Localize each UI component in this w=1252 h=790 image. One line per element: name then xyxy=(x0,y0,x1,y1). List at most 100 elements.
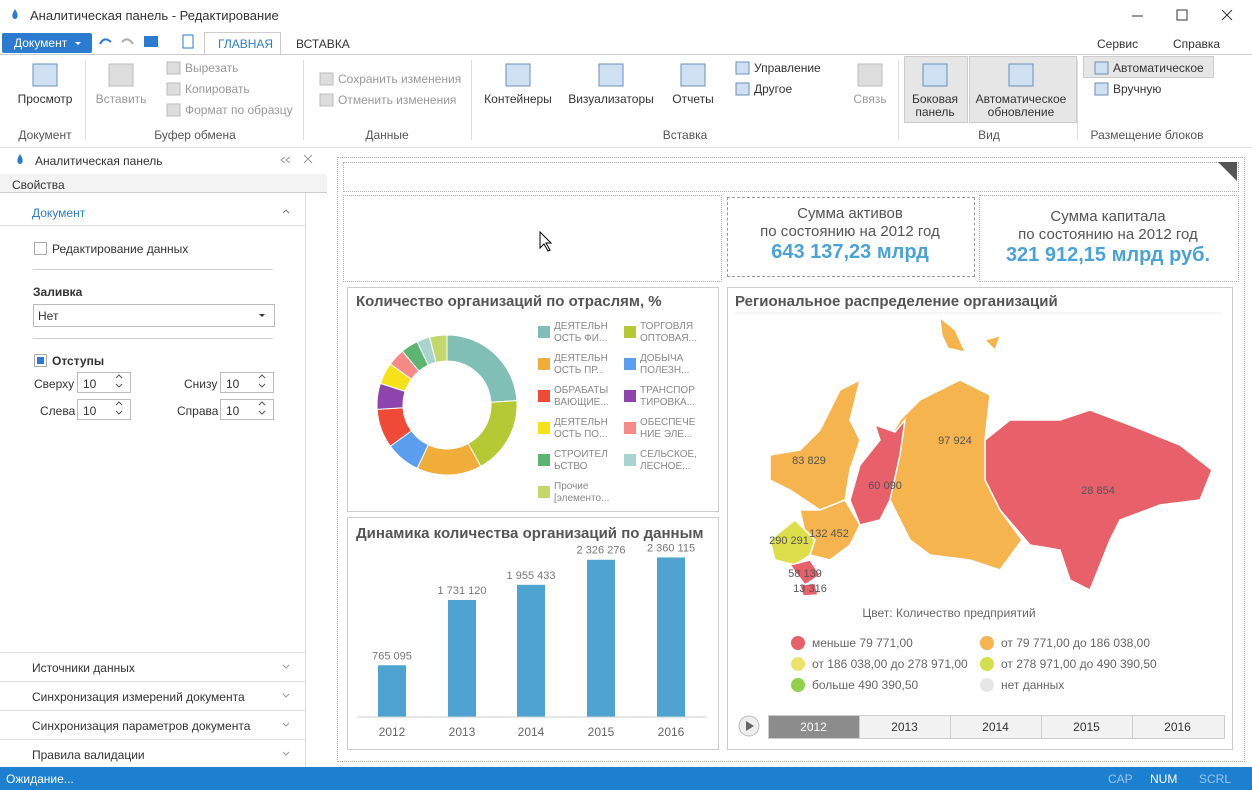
ribbon-button[interactable]: Автоматическое обновление xyxy=(975,92,1067,119)
ribbon-button[interactable]: Управление xyxy=(754,61,821,75)
legend-label: ОБРАБАТЫ ВАЮЩИЕ... xyxy=(554,385,609,408)
ribbon-button[interactable]: Отменить изменения xyxy=(338,93,457,107)
document-button xyxy=(2,33,92,53)
timeline-tab xyxy=(1041,715,1134,739)
timeline-label[interactable]: 2012 xyxy=(800,720,827,734)
legend-label: ДЕЯТЕЛЬН ОСТЬ ФИ... xyxy=(554,321,608,344)
maximize xyxy=(1176,9,1188,21)
spin-value[interactable]: 10 xyxy=(83,377,97,391)
separator xyxy=(898,60,899,140)
select-value[interactable]: Нет xyxy=(38,309,59,323)
kpi-card xyxy=(727,197,975,277)
status-bar xyxy=(0,767,1252,790)
app-icon xyxy=(12,9,18,19)
ribbon xyxy=(0,54,1252,148)
map-panel xyxy=(727,287,1233,750)
legend-label: ОБЕСПЕЧЕ НИЕ ЭЛЕ... xyxy=(640,417,696,440)
footer-section-title[interactable]: Синхронизация измерений документа xyxy=(32,690,245,704)
legend-label: ТРАНСПОР ТИРОВКА... xyxy=(640,385,696,408)
timeline-label[interactable]: 2014 xyxy=(982,720,1009,734)
spin-box xyxy=(77,372,131,393)
ribbon-button[interactable]: Сохранить изменения xyxy=(338,72,462,86)
panel-tab-strip xyxy=(0,174,327,193)
print-icon xyxy=(144,36,158,47)
separator xyxy=(471,60,472,140)
spin-value[interactable]: 10 xyxy=(226,404,240,418)
checkbox xyxy=(34,242,47,255)
panel-body xyxy=(0,193,306,767)
ribbon-button[interactable]: Формат по образцу xyxy=(185,103,293,117)
ribbon-button[interactable]: Копировать xyxy=(185,82,250,96)
spin-value[interactable]: 10 xyxy=(226,377,240,391)
redo-icon xyxy=(121,38,134,45)
section-header xyxy=(0,198,305,226)
timeline-tab xyxy=(1132,715,1225,739)
legend-label: от 79 771,00 до 186 038,00 xyxy=(1001,636,1151,650)
ribbon-button[interactable]: Контейнеры xyxy=(484,92,552,106)
legend-label: от 278 971,00 до 490 390,50 xyxy=(1001,657,1157,671)
tab[interactable]: ГЛАВНАЯ xyxy=(218,37,274,51)
status-indicator: NUM xyxy=(1150,772,1178,786)
menu-item[interactable]: Сервис xyxy=(1097,37,1139,51)
chart-panel xyxy=(347,517,719,750)
checkbox-checked xyxy=(34,354,47,367)
pressed-button xyxy=(1083,56,1214,78)
ribbon-button[interactable]: Вставить xyxy=(95,92,147,106)
ribbon-button[interactable]: Вырезать xyxy=(185,61,239,75)
spin-label: Сверху xyxy=(34,377,75,391)
timeline-label[interactable]: 2015 xyxy=(1073,720,1100,734)
timeline-label[interactable]: 2016 xyxy=(1164,720,1191,734)
close xyxy=(1221,9,1233,21)
preview-icon xyxy=(182,34,194,49)
ribbon-button[interactable]: Вручную xyxy=(1113,82,1162,96)
status-indicator: CAP xyxy=(1108,772,1133,786)
kpi-subtitle: по состоянию на 2012 год xyxy=(760,223,940,240)
tab[interactable]: ВСТАВКА xyxy=(296,37,350,51)
ribbon-button[interactable]: Визуализаторы xyxy=(568,92,654,106)
footer-section-title[interactable]: Синхронизация параметров документа xyxy=(32,719,251,733)
chart-title: Динамика количества организаций по данны… xyxy=(356,525,704,542)
ribbon-button[interactable]: Другое xyxy=(754,82,793,96)
panel-tab[interactable]: Свойства xyxy=(12,178,65,192)
separator xyxy=(1077,60,1078,140)
footer-section xyxy=(0,739,305,769)
tab-active xyxy=(204,32,281,55)
section-title[interactable]: Документ xyxy=(32,206,86,220)
ribbon-button[interactable]: Отчеты xyxy=(672,92,714,106)
timeline-tab xyxy=(859,715,952,739)
menu-item[interactable]: Справка xyxy=(1173,37,1221,51)
undo-icon xyxy=(99,38,112,45)
legend-label: СТРОИТЕЛ ЬСТВО xyxy=(554,449,608,472)
map-legend-title: Цвет: Количество предприятий xyxy=(862,606,1036,620)
timeline-label[interactable]: 2013 xyxy=(891,720,918,734)
legend-label: ТОРГОВЛЯ ОПТОВАЯ... xyxy=(640,321,697,344)
legend-label: ДЕЯТЕЛЬН ОСТЬ ПО... xyxy=(554,417,608,440)
legend-label: больше 490 390,50 xyxy=(812,678,919,692)
legend-label: ДЕЯТЕЛЬН ОСТЬ ПР... xyxy=(554,353,608,376)
spin-value[interactable]: 10 xyxy=(83,404,97,418)
ribbon-button[interactable]: Связь xyxy=(853,92,887,106)
collapse-icon xyxy=(280,154,313,164)
footer-section-title[interactable]: Источники данных xyxy=(32,661,135,675)
document-button-label[interactable]: Документ xyxy=(14,36,68,50)
ribbon-group-label: Вид xyxy=(978,128,1000,142)
ribbon-button[interactable]: Боковая панель xyxy=(911,92,959,119)
spin-box xyxy=(77,399,131,420)
footer-section xyxy=(0,681,305,711)
kpi-subtitle: по состоянию на 2012 год xyxy=(1018,226,1198,243)
footer-section xyxy=(0,710,305,740)
map-title: Региональное распределение организаций xyxy=(735,293,1058,310)
legend-label: от 186 038,00 до 278 971,00 xyxy=(812,657,968,671)
status-text: Ожидание... xyxy=(6,772,74,786)
legend-label: меньше 79 771,00 xyxy=(812,636,913,650)
footer-section-title[interactable]: Правила валидации xyxy=(32,748,145,762)
ribbon-button[interactable]: Автоматическое xyxy=(1113,61,1204,75)
empty-block xyxy=(343,195,722,282)
kpi-title: Сумма активов xyxy=(797,205,903,222)
checkbox-label[interactable]: Редактирование данных xyxy=(52,242,189,256)
footer-section xyxy=(0,652,305,682)
select xyxy=(33,304,275,327)
ribbon-group-label: Документ xyxy=(18,128,72,142)
chart-title: Количество организаций по отраслям, % xyxy=(356,293,662,310)
ribbon-button[interactable]: Просмотр xyxy=(17,92,73,106)
